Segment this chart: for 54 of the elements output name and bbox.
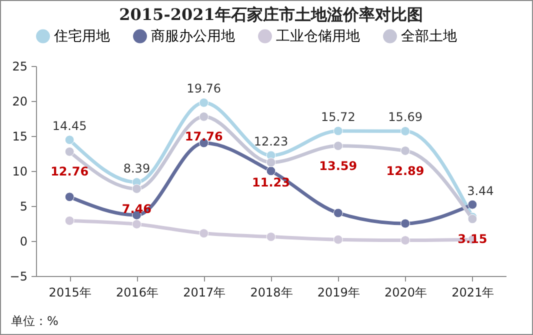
y-tick-label: 15 [12,130,28,144]
point [468,200,478,210]
data-label: 8.39 [123,161,150,176]
point [266,158,276,168]
point [266,232,276,242]
data-label: 12.76 [50,164,89,179]
point [199,112,209,122]
data-label: 15.72 [320,110,356,124]
x-tick-label: 2018年 [250,286,293,300]
point [199,98,209,108]
data-label: 14.45 [52,118,87,133]
data-label: 12.89 [386,164,424,178]
point [64,192,74,202]
point [64,135,74,145]
x-tick-label: 2017年 [183,286,226,300]
y-tick-label: −5 [10,270,28,284]
point [64,146,74,156]
point [266,166,276,176]
point [132,219,142,229]
x-tick-label: 2015年 [48,286,92,300]
point [132,184,142,194]
data-label: 3.44 [467,184,494,198]
point [400,126,410,136]
point [333,126,343,136]
y-tick-label: 0 [20,234,28,248]
point [333,208,343,218]
x-tick-label: 2019年 [317,286,360,300]
data-label: 15.69 [388,110,422,124]
y-tick-label: 25 [12,60,28,74]
point [64,216,74,226]
legend-label: 全部土地 [401,28,457,44]
legend-label: 工业仓储用地 [276,28,360,44]
data-label: 3.15 [458,232,488,246]
x-tick-label: 2016年 [116,286,158,300]
point [400,236,410,246]
chart-title: 2015-2021年石家庄市土地溢价率对比图 [119,5,423,24]
text: 单位：% [11,313,58,330]
data-label: 12.23 [254,134,288,148]
data-label: 17.76 [184,130,223,144]
y-tick-label: 10 [12,164,28,178]
x-tick-label: 2020年 [384,286,428,300]
legend-label: 住宅用地 [53,28,110,44]
point [400,218,410,228]
data-label: 13.59 [319,158,358,173]
point [333,141,343,151]
data-label: 19.76 [186,82,222,96]
y-tick-label: 20 [12,94,28,108]
data-label: 11.23 [252,175,290,190]
point [400,146,410,156]
y-tick-label: 5 [20,200,28,214]
point [333,234,343,244]
point [199,228,209,238]
legend-label: 商服办公用地 [151,28,235,44]
x-tick-label: 2021年 [452,286,494,300]
